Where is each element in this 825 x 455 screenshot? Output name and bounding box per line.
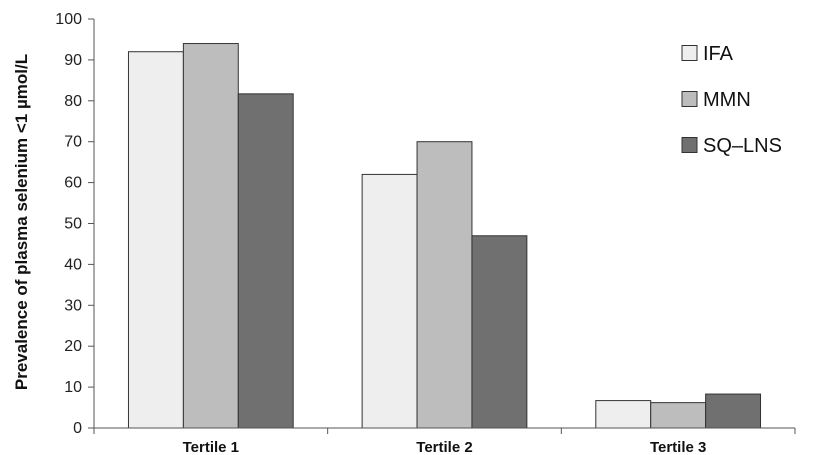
bar-mmn-tertile-3	[650, 402, 707, 429]
x-axis: Tertile 1 Tertile 2 Tertile 3	[93, 427, 796, 455]
y-tick-label: 100	[55, 11, 82, 28]
y-tick-label: 20	[64, 338, 82, 355]
x-category-label: Tertile 1	[183, 439, 239, 455]
legend-label: IFA	[703, 43, 734, 65]
y-tick-label: 0	[73, 420, 82, 437]
legend-swatch	[681, 45, 698, 61]
y-axis: 0 10 20 30 40 50 60 70 80 90 100	[55, 11, 95, 437]
bar-sq-lns-tertile-1	[237, 93, 294, 429]
y-tick-label: 60	[64, 175, 82, 192]
y-tick-label: 80	[64, 93, 82, 110]
bars	[127, 43, 762, 429]
x-category-label: Tertile 3	[650, 439, 706, 455]
legend-swatch	[681, 91, 698, 107]
bar-sq-lns-tertile-3	[705, 393, 762, 429]
bar-ifa-tertile-1	[127, 51, 184, 429]
bar-sq-lns-tertile-2	[471, 235, 528, 429]
bar-mmn-tertile-1	[182, 43, 239, 429]
y-tick-label: 70	[64, 134, 82, 151]
legend: IFA MMN SQ–LNS	[681, 43, 782, 157]
y-tick-label: 40	[64, 256, 82, 273]
y-tick-label: 30	[64, 297, 82, 314]
x-category-label: Tertile 2	[416, 439, 472, 455]
bar-ifa-tertile-2	[361, 173, 418, 429]
y-axis-title: Prevalence of plasma selenium <1 µmol/L	[12, 54, 31, 390]
y-tick-label: 50	[64, 216, 82, 233]
legend-swatch	[681, 137, 698, 153]
legend-label: SQ–LNS	[703, 135, 782, 157]
legend-label: MMN	[703, 89, 751, 111]
bar-ifa-tertile-3	[595, 400, 652, 429]
y-tick-label: 10	[64, 379, 82, 396]
y-tick-label: 90	[64, 52, 82, 69]
bar-mmn-tertile-2	[416, 141, 473, 429]
